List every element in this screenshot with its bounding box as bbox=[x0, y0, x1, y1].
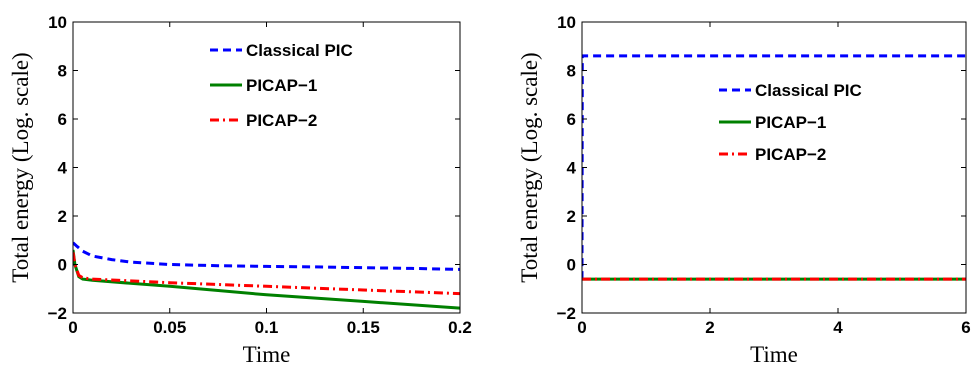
legend-label: PICAP−2 bbox=[755, 145, 826, 164]
x-axis-label: Time bbox=[243, 342, 291, 367]
x-tick-label: 0.1 bbox=[255, 318, 279, 337]
y-tick-label: 10 bbox=[557, 13, 576, 32]
y-tick-label: 8 bbox=[58, 62, 67, 81]
y-tick-label: 4 bbox=[567, 159, 577, 178]
y-tick-label: 8 bbox=[567, 62, 576, 81]
legend: Classical PIC PICAP−1 PICAP−2 bbox=[719, 81, 862, 164]
y-tick-label: 0 bbox=[58, 256, 67, 275]
x-tick-label: 0.15 bbox=[347, 318, 380, 337]
y-tick-label: −2 bbox=[48, 304, 67, 323]
y-tick-label: 4 bbox=[58, 159, 68, 178]
y-axis-label: Total energy (Log. scale) bbox=[8, 52, 33, 282]
legend-label: Classical PIC bbox=[755, 81, 862, 100]
series-line-picap-2 bbox=[73, 252, 460, 296]
x-tick-label: 0.2 bbox=[448, 318, 472, 337]
legend-label: PICAP−2 bbox=[246, 111, 317, 130]
x-tick-label: 0.05 bbox=[153, 318, 186, 337]
legend-label: Classical PIC bbox=[246, 41, 353, 60]
y-tick-label: 2 bbox=[58, 207, 67, 226]
x-tick-label: 6 bbox=[961, 318, 970, 337]
legend: Classical PIC PICAP−1 PICAP−2 bbox=[210, 41, 353, 130]
y-tick-label: −2 bbox=[557, 304, 576, 323]
legend-label: PICAP−1 bbox=[246, 76, 317, 95]
y-tick-label: 2 bbox=[567, 207, 576, 226]
y-tick-label: 6 bbox=[567, 110, 576, 129]
y-tick-label: 6 bbox=[58, 110, 67, 129]
x-tick-label: 2 bbox=[705, 318, 714, 337]
plot-frame bbox=[72, 21, 461, 314]
series-line-picap-1 bbox=[73, 249, 460, 310]
x-tick-label: 4 bbox=[833, 318, 843, 337]
y-tick-label: 10 bbox=[48, 13, 67, 32]
y-tick-label: 0 bbox=[567, 256, 576, 275]
x-tick-label: 0 bbox=[577, 318, 586, 337]
legend-label: PICAP−1 bbox=[755, 113, 826, 132]
x-axis-label: Time bbox=[750, 342, 798, 367]
x-tick-label: 0 bbox=[68, 318, 77, 337]
y-axis-label: Total energy (Log. scale) bbox=[517, 52, 542, 282]
series-line-classical-pic bbox=[73, 241, 460, 271]
plot-frame bbox=[581, 21, 967, 314]
